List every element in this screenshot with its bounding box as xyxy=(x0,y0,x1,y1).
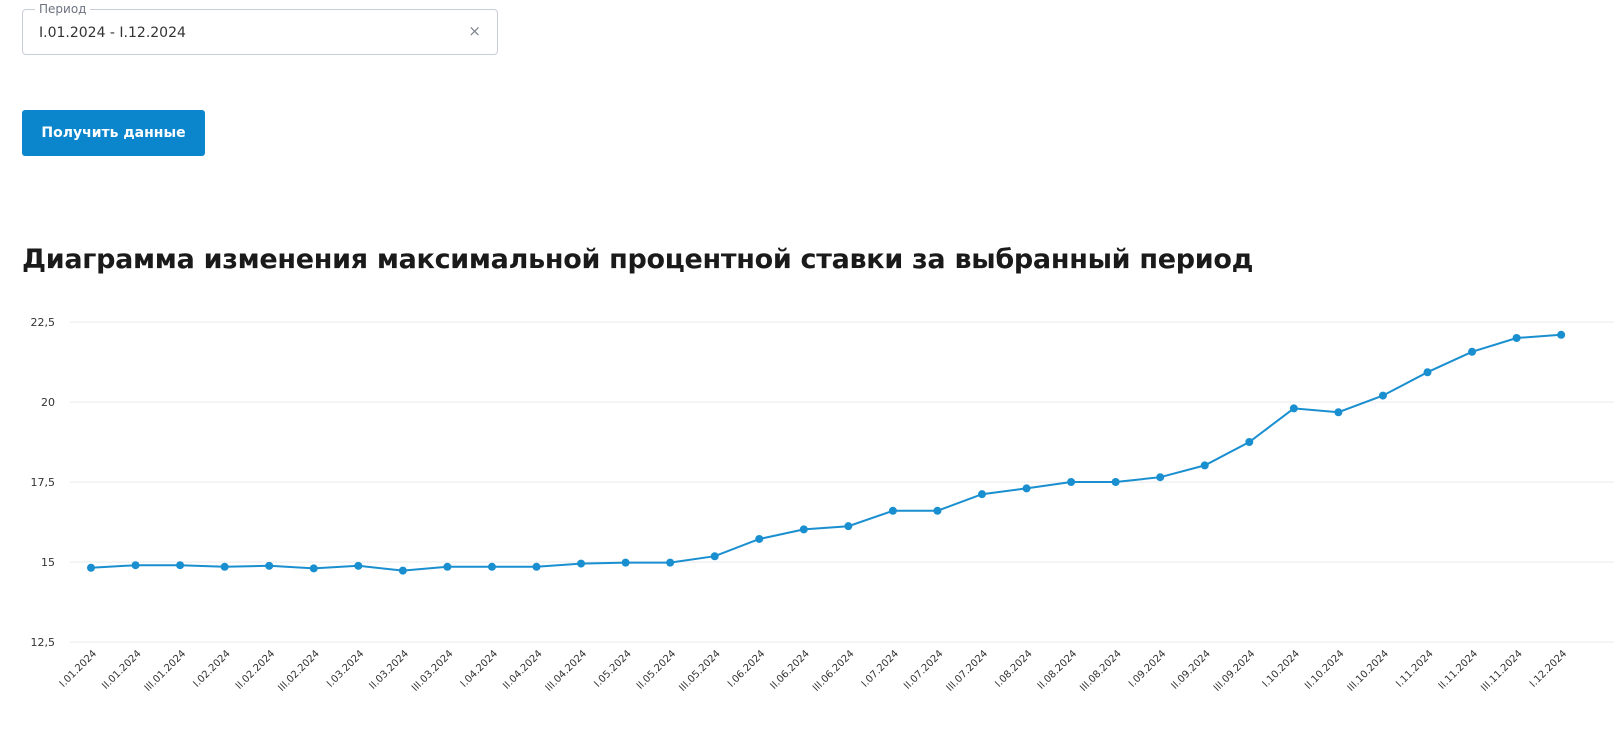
x-tick-label: III.02.2024 xyxy=(276,648,322,694)
data-point[interactable] xyxy=(487,562,496,571)
data-point[interactable] xyxy=(844,522,853,531)
data-point[interactable] xyxy=(577,559,586,568)
x-tick-label: II.06.2024 xyxy=(768,648,811,691)
x-tick-label: II.01.2024 xyxy=(100,648,143,691)
x-tick-label: III.06.2024 xyxy=(811,648,857,694)
data-point[interactable] xyxy=(933,506,942,515)
data-point[interactable] xyxy=(755,534,764,543)
x-tick-label: III.07.2024 xyxy=(945,648,991,694)
data-point[interactable] xyxy=(176,561,185,570)
x-tick-label: III.09.2024 xyxy=(1212,648,1258,694)
data-point[interactable] xyxy=(354,561,363,570)
data-point[interactable] xyxy=(1067,478,1076,486)
period-field[interactable]: Период I.01.2024 - I.12.2024 × xyxy=(22,2,498,55)
y-tick-label: 22,5 xyxy=(31,316,56,329)
data-point[interactable] xyxy=(309,564,318,573)
data-point[interactable] xyxy=(265,561,274,570)
data-point[interactable] xyxy=(1200,461,1209,470)
data-point[interactable] xyxy=(131,561,140,570)
x-tick-label: III.03.2024 xyxy=(410,648,456,694)
chart-title: Диаграмма изменения максимальной процент… xyxy=(22,244,1254,275)
period-label: Период xyxy=(35,2,91,16)
x-tick-label: I.06.2024 xyxy=(726,648,767,689)
x-tick-label: III.05.2024 xyxy=(677,648,723,694)
data-point[interactable] xyxy=(710,552,719,561)
x-tick-label: I.05.2024 xyxy=(592,648,633,689)
x-tick-label: II.04.2024 xyxy=(501,648,544,691)
x-tick-label: I.09.2024 xyxy=(1127,648,1168,689)
data-point[interactable] xyxy=(398,566,407,575)
x-tick-label: II.05.2024 xyxy=(635,648,678,691)
data-point[interactable] xyxy=(1022,484,1031,493)
x-tick-label: II.07.2024 xyxy=(902,648,945,691)
data-point[interactable] xyxy=(1378,391,1387,400)
y-tick-label: 20 xyxy=(41,396,55,409)
data-point[interactable] xyxy=(1289,404,1298,413)
get-data-button[interactable]: Получить данные xyxy=(22,110,205,156)
x-tick-label: I.11.2024 xyxy=(1394,648,1435,689)
x-tick-label: III.01.2024 xyxy=(143,648,189,694)
x-tick-label: I.01.2024 xyxy=(58,648,99,689)
period-value[interactable]: I.01.2024 - I.12.2024 xyxy=(39,25,186,41)
data-point[interactable] xyxy=(978,490,986,499)
x-tick-label: II.03.2024 xyxy=(368,648,411,691)
data-point[interactable] xyxy=(1334,408,1343,417)
data-point[interactable] xyxy=(1423,368,1432,377)
data-point[interactable] xyxy=(1468,347,1477,356)
x-tick-label: II.02.2024 xyxy=(234,648,277,691)
data-point[interactable] xyxy=(87,563,95,572)
data-point[interactable] xyxy=(888,506,897,515)
data-point[interactable] xyxy=(1557,330,1566,339)
x-tick-label: II.10.2024 xyxy=(1303,648,1346,691)
x-tick-label: II.09.2024 xyxy=(1169,648,1212,691)
x-tick-label: I.02.2024 xyxy=(191,648,232,689)
data-point[interactable] xyxy=(443,562,452,571)
series-line xyxy=(90,333,1562,572)
data-point[interactable] xyxy=(1156,473,1165,482)
x-tick-label: I.04.2024 xyxy=(459,648,500,689)
x-tick-label: I.10.2024 xyxy=(1261,648,1302,689)
data-point[interactable] xyxy=(799,525,808,534)
data-point[interactable] xyxy=(1111,478,1120,486)
x-tick-label: I.12.2024 xyxy=(1528,648,1569,689)
data-point[interactable] xyxy=(220,562,229,571)
x-tick-label: I.07.2024 xyxy=(860,648,901,689)
x-tick-label: III.04.2024 xyxy=(544,648,590,694)
data-point[interactable] xyxy=(621,558,630,567)
x-tick-label: II.11.2024 xyxy=(1437,648,1480,691)
data-point[interactable] xyxy=(666,558,675,567)
y-tick-label: 12,5 xyxy=(31,636,56,649)
x-tick-label: I.08.2024 xyxy=(993,648,1034,689)
x-tick-label: III.10.2024 xyxy=(1346,648,1392,694)
data-point[interactable] xyxy=(532,562,541,571)
data-point[interactable] xyxy=(1245,438,1254,446)
x-tick-label: III.11.2024 xyxy=(1479,648,1525,694)
y-tick-label: 17,5 xyxy=(31,476,56,489)
x-tick-label: II.08.2024 xyxy=(1036,648,1079,691)
x-tick-label: I.03.2024 xyxy=(325,648,366,689)
data-point[interactable] xyxy=(1512,334,1521,342)
x-tick-label: III.08.2024 xyxy=(1078,648,1124,694)
close-icon[interactable]: × xyxy=(468,22,481,40)
y-tick-label: 15 xyxy=(41,556,55,569)
